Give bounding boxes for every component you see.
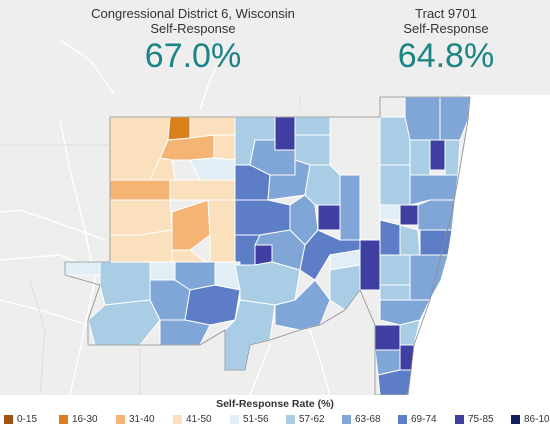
legend-label: 86-100 <box>524 413 550 425</box>
tract <box>64 261 101 276</box>
tract <box>109 229 173 266</box>
tract <box>304 164 341 206</box>
tract <box>377 369 413 395</box>
legend-item: 86-100 <box>511 413 550 425</box>
legend-item: 63-68 <box>342 413 381 425</box>
tract <box>379 204 401 221</box>
tract <box>429 139 446 171</box>
tract <box>379 284 411 301</box>
legend-title: Self-Response Rate (%) <box>216 398 334 410</box>
lake-michigan <box>408 95 550 395</box>
legend-label: 69-74 <box>411 413 437 425</box>
district-boundary <box>64 96 471 395</box>
tract <box>417 199 456 231</box>
tracts-south[interactable] <box>64 261 361 371</box>
tract <box>213 134 236 161</box>
legend-label: 51-56 <box>243 413 269 425</box>
tract <box>404 96 441 141</box>
tracts-west[interactable] <box>109 116 236 266</box>
legend-item: 0-15 <box>4 413 37 425</box>
legend-swatch <box>59 414 68 424</box>
legend-label: 57-62 <box>299 413 325 425</box>
tract <box>339 174 361 241</box>
tract <box>444 139 461 176</box>
tract <box>149 261 176 281</box>
district-value: 67.0% <box>144 37 242 75</box>
legend-item: 51-56 <box>230 413 269 425</box>
tract <box>379 254 411 286</box>
tract <box>379 116 411 166</box>
tract <box>274 116 296 151</box>
tracts-central[interactable] <box>234 116 361 281</box>
legend-swatch <box>342 414 351 424</box>
tract-stat: Tract 9701 Self-Response 64.8% <box>376 6 516 75</box>
legend-item: 31-40 <box>116 413 155 425</box>
tract <box>109 199 173 236</box>
legend-label: 0-15 <box>17 413 38 425</box>
district-subtitle: Self-Response <box>150 21 236 36</box>
district-name: Congressional District 6, Wisconsin <box>91 6 295 21</box>
legend-label: 63-68 <box>355 413 381 425</box>
legend-swatch <box>286 414 295 424</box>
legend-item: 57-62 <box>286 413 325 425</box>
legend-item: 16-30 <box>59 413 98 425</box>
tract <box>159 319 211 346</box>
district-stat: Congressional District 6, Wisconsin Self… <box>88 6 298 75</box>
county-lines <box>0 95 301 395</box>
tract <box>379 219 401 256</box>
tract-subtitle: Self-Response <box>403 21 489 36</box>
tract <box>184 284 241 326</box>
legend-swatch <box>173 414 182 424</box>
legend: 0-15 16-30 31-40 41-50 51-56 57-62 63-68 69-74 7… <box>4 413 550 425</box>
legend-swatch <box>398 414 407 424</box>
tract <box>169 179 236 201</box>
tract <box>234 261 301 306</box>
legend-label: 16-30 <box>72 413 98 425</box>
legend-swatch <box>511 414 520 424</box>
tract <box>294 134 331 166</box>
legend-label: 75-85 <box>468 413 494 425</box>
legend-swatch <box>455 414 464 424</box>
tract <box>207 199 236 266</box>
tract-value: 64.8% <box>397 37 495 75</box>
tract <box>399 224 421 256</box>
tract-name: Tract 9701 <box>415 6 477 21</box>
legend-label: 31-40 <box>129 413 155 425</box>
tract <box>274 279 331 331</box>
tract <box>317 204 341 231</box>
tract <box>99 261 151 306</box>
tract <box>167 116 191 141</box>
legend-item: 69-74 <box>398 413 437 425</box>
tract <box>409 139 431 176</box>
tract <box>109 179 171 201</box>
legend-swatch <box>4 414 13 424</box>
tract <box>294 116 331 136</box>
tract <box>419 229 453 256</box>
legend-label: 41-50 <box>186 413 212 425</box>
tract <box>399 204 419 226</box>
legend-swatch <box>230 414 239 424</box>
legend-item: 75-85 <box>455 413 494 425</box>
tract <box>234 199 291 236</box>
choropleth-map[interactable] <box>0 0 550 395</box>
tract <box>379 164 411 206</box>
legend-swatch <box>116 414 125 424</box>
tract <box>399 344 415 371</box>
tract <box>374 324 401 351</box>
legend-item: 41-50 <box>173 413 212 425</box>
tract <box>359 239 381 291</box>
